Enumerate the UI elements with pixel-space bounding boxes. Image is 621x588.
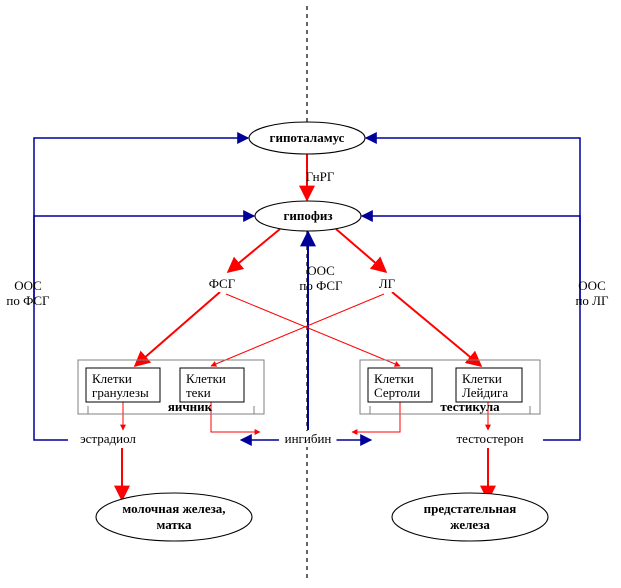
node-label-prostate: предстательная [424, 501, 517, 516]
label-oos-fsh-left2: по ФСГ [6, 293, 50, 308]
node-label-pituitary: гипофиз [283, 208, 332, 223]
arrow [226, 294, 400, 366]
node-label-hypothalamus: гипоталамус [270, 130, 345, 145]
node-label2-prostate: железа [450, 517, 490, 532]
node-label-leydig: Клетки [462, 371, 502, 386]
label-oos-fsh-left: ООС [14, 278, 42, 293]
node-label2-theca: теки [186, 385, 211, 400]
arrow [392, 292, 481, 366]
node-label-granulosa: Клетки [92, 371, 132, 386]
frame-label-testicle: тестикула [440, 399, 500, 414]
label-fsh: ФСГ [209, 276, 236, 291]
arrow [352, 402, 400, 432]
label-gnrh: ГнРГ [306, 169, 335, 184]
label-oos-fsh-center: ООС [307, 263, 335, 278]
label-oos-lh-right: ООС [578, 278, 606, 293]
hpg-axis-diagram: гипоталамус гипофиз молочная железа,матка п… [0, 0, 621, 588]
arrow [366, 138, 580, 304]
node-label2-mammary: матка [156, 517, 192, 532]
node-label-theca: Клетки [186, 371, 226, 386]
arrow [211, 402, 260, 432]
node-label2-leydig: Лейдига [462, 385, 508, 400]
label-estradiol: эстрадиол [80, 431, 136, 446]
arrow [135, 292, 220, 366]
arrow [211, 294, 384, 366]
node-label2-sertoli: Сертоли [374, 385, 420, 400]
label-testosterone: тестостерон [456, 431, 523, 446]
label-oos-fsh-center2: по ФСГ [299, 278, 343, 293]
arrow [228, 229, 280, 272]
label-lh: ЛГ [379, 276, 396, 291]
node-label2-granulosa: гранулезы [92, 385, 149, 400]
node-label-sertoli: Клетки [374, 371, 414, 386]
label-inhibin: ингибин [285, 431, 332, 446]
node-label-mammary: молочная железа, [122, 501, 225, 516]
label-oos-lh-right2: по ЛГ [575, 293, 609, 308]
frame-label-ovary: яичник [168, 399, 213, 414]
arrow [336, 229, 386, 272]
